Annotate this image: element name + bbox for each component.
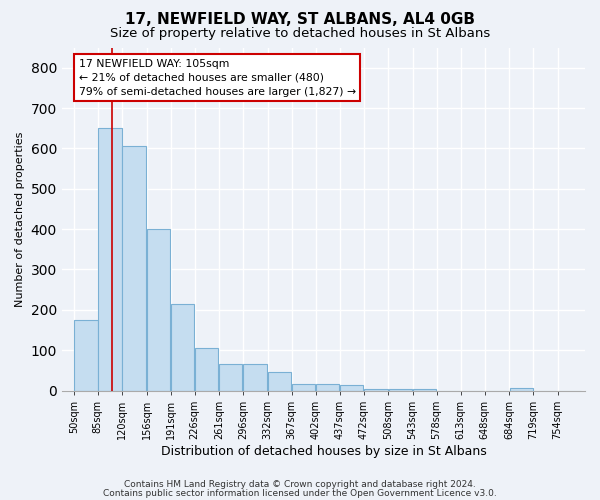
Bar bbox=[195, 348, 218, 391]
Bar bbox=[219, 364, 242, 390]
Bar bbox=[316, 384, 340, 390]
Text: Size of property relative to detached houses in St Albans: Size of property relative to detached ho… bbox=[110, 28, 490, 40]
Bar bbox=[413, 388, 436, 390]
Bar bbox=[98, 128, 122, 390]
Bar bbox=[510, 388, 533, 390]
Bar bbox=[389, 388, 412, 390]
Text: 17 NEWFIELD WAY: 105sqm
← 21% of detached houses are smaller (480)
79% of semi-d: 17 NEWFIELD WAY: 105sqm ← 21% of detache… bbox=[79, 59, 356, 97]
Bar bbox=[122, 146, 146, 390]
Text: Contains HM Land Registry data © Crown copyright and database right 2024.: Contains HM Land Registry data © Crown c… bbox=[124, 480, 476, 489]
Bar bbox=[340, 386, 364, 390]
Y-axis label: Number of detached properties: Number of detached properties bbox=[15, 132, 25, 306]
Text: 17, NEWFIELD WAY, ST ALBANS, AL4 0GB: 17, NEWFIELD WAY, ST ALBANS, AL4 0GB bbox=[125, 12, 475, 28]
Bar bbox=[243, 364, 267, 390]
Bar bbox=[364, 388, 388, 390]
Bar bbox=[147, 229, 170, 390]
Bar bbox=[74, 320, 98, 390]
Bar bbox=[171, 304, 194, 390]
Bar bbox=[268, 372, 291, 390]
X-axis label: Distribution of detached houses by size in St Albans: Distribution of detached houses by size … bbox=[161, 444, 486, 458]
Text: Contains public sector information licensed under the Open Government Licence v3: Contains public sector information licen… bbox=[103, 488, 497, 498]
Bar bbox=[292, 384, 316, 390]
